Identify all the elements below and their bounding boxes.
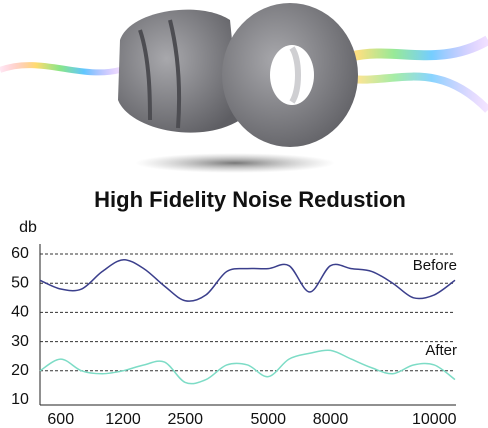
y-tick-label: 40 xyxy=(11,304,29,321)
x-tick-label: 600 xyxy=(47,411,74,428)
series-label: After xyxy=(425,342,457,359)
chart-title: High Fidelity Noise Redustion xyxy=(94,187,406,212)
y-tick-label: 10 xyxy=(11,391,29,408)
x-tick-label: 10000 xyxy=(412,411,457,428)
y-tick-label: 30 xyxy=(11,333,29,350)
line-series xyxy=(39,259,456,302)
line-series xyxy=(39,349,456,385)
x-tick-label: 1200 xyxy=(105,411,141,428)
product-image xyxy=(0,3,488,173)
y-tick-label: 20 xyxy=(11,362,29,379)
series-label: Before xyxy=(413,257,457,274)
x-tick-label: 8000 xyxy=(313,411,349,428)
x-tick-label: 2500 xyxy=(167,411,203,428)
y-axis-label: db xyxy=(19,219,37,236)
x-tick-label: 5000 xyxy=(250,411,286,428)
y-tick-label: 50 xyxy=(11,274,29,291)
y-tick-label: 60 xyxy=(11,245,29,262)
